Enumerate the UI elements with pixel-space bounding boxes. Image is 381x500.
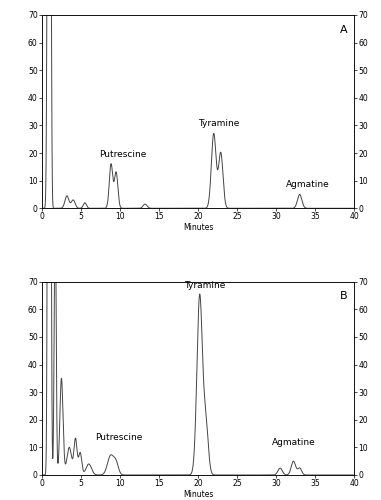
Text: Putrescine: Putrescine	[99, 150, 146, 158]
Text: A: A	[340, 24, 348, 34]
Text: Tyramine: Tyramine	[184, 281, 226, 290]
Text: Agmatine: Agmatine	[286, 180, 329, 189]
Text: Agmatine: Agmatine	[272, 438, 316, 448]
X-axis label: Minutes: Minutes	[183, 223, 213, 232]
Text: Putrescine: Putrescine	[95, 433, 142, 442]
X-axis label: Minutes: Minutes	[183, 490, 213, 498]
Text: B: B	[340, 292, 348, 302]
Text: Tyramine: Tyramine	[198, 119, 240, 128]
